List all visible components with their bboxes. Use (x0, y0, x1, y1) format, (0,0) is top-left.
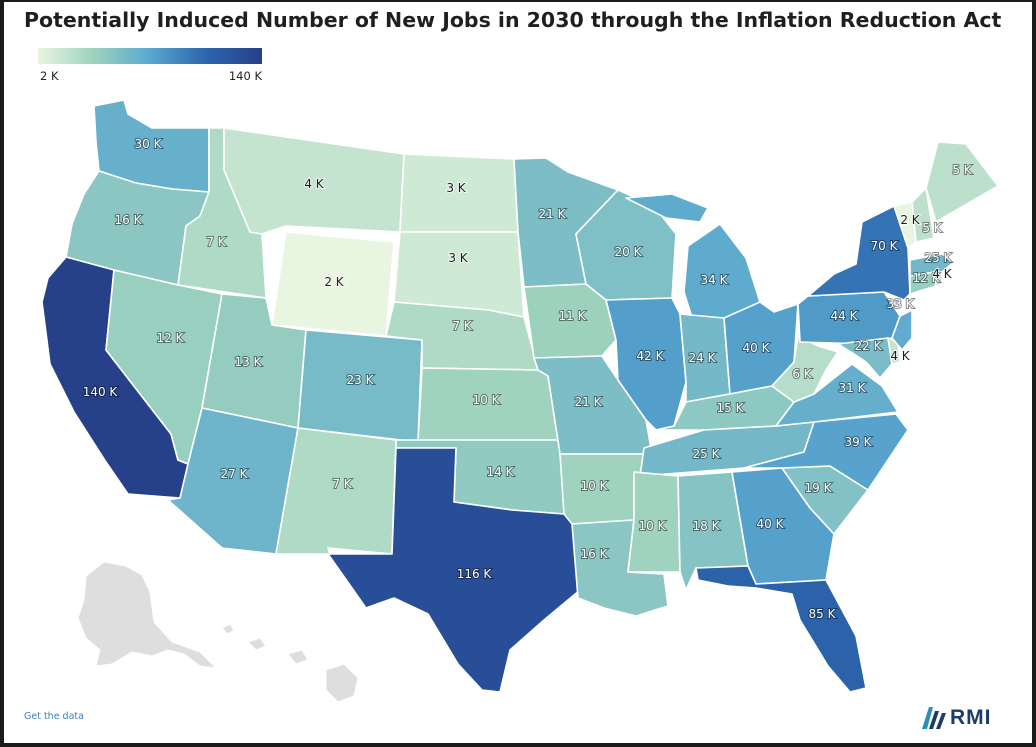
state-label-ga: 40 K (757, 517, 785, 531)
state-tx[interactable] (327, 447, 581, 693)
state-label-nd: 3 K (446, 181, 466, 195)
state-shapes (41, 99, 999, 693)
rmi-logo: RMI (922, 706, 992, 730)
rmi-logo-mark-icon (922, 707, 946, 729)
state-label-wa: 30 K (135, 137, 163, 151)
state-label-oh: 40 K (743, 341, 771, 355)
state-label-ma: 25 K (925, 251, 953, 265)
state-label-pa: 44 K (831, 309, 859, 323)
state-label-de: 4 K (890, 349, 910, 363)
alaska-shape (77, 561, 218, 669)
legend-gradient-bar (38, 48, 262, 64)
state-label-wv: 6 K (792, 367, 812, 381)
state-label-md: 22 K (855, 339, 883, 353)
state-label-ky: 15 K (717, 401, 745, 415)
state-label-tn: 25 K (693, 447, 721, 461)
state-label-nj: 33 K (887, 297, 915, 311)
state-label-ok: 14 K (487, 465, 515, 479)
get-the-data-link[interactable]: Get the data (24, 711, 84, 722)
state-label-or: 16 K (115, 213, 143, 227)
state-label-nh: 5 K (922, 221, 942, 235)
state-label-in: 24 K (689, 351, 717, 365)
state-label-mi: 34 K (701, 273, 729, 287)
state-label-il: 42 K (637, 349, 665, 363)
state-label-sd: 3 K (448, 251, 468, 265)
state-label-sc: 19 K (805, 481, 833, 495)
rmi-logo-text: RMI (950, 706, 992, 729)
state-label-id: 7 K (206, 235, 226, 249)
state-label-al: 18 K (693, 519, 721, 533)
alaska-hawaii-inset (77, 561, 359, 703)
legend-min-label: 2 K (40, 69, 59, 83)
state-label-me: 5 K (952, 163, 972, 177)
state-label-az: 27 K (221, 467, 249, 481)
legend-max-label: 140 K (228, 69, 262, 83)
state-label-nc: 39 K (845, 435, 873, 449)
state-wi[interactable] (575, 189, 677, 301)
state-label-wy: 2 K (324, 275, 344, 289)
state-label-ar: 10 K (581, 479, 609, 493)
state-label-tx: 116 K (457, 567, 493, 581)
state-me[interactable] (925, 141, 999, 223)
state-label-mn: 21 K (539, 207, 567, 221)
state-label-nm: 7 K (332, 477, 352, 491)
state-label-co: 23 K (347, 373, 375, 387)
state-label-ny: 70 K (871, 239, 899, 253)
state-label-ks: 10 K (473, 393, 501, 407)
state-ma[interactable] (909, 253, 955, 277)
state-ny[interactable] (807, 205, 911, 301)
state-fl[interactable] (695, 565, 867, 693)
state-label-ri: 4 K (932, 267, 952, 281)
state-label-ct: 12 K (913, 271, 941, 285)
hawaii-shape (221, 623, 359, 703)
state-label-ca: 140 K (83, 385, 119, 399)
state-label-vt: 2 K (900, 213, 920, 227)
state-label-ia: 11 K (559, 309, 587, 323)
color-legend: 2 K 140 K (38, 48, 262, 84)
state-nm[interactable] (275, 427, 397, 555)
state-label-va: 31 K (839, 381, 867, 395)
state-label-mo: 21 K (575, 395, 603, 409)
map-title: Potentially Induced Number of New Jobs i… (24, 8, 1002, 32)
state-nj[interactable] (891, 309, 913, 351)
state-label-la: 16 K (581, 547, 609, 561)
state-label-nv: 12 K (157, 331, 185, 345)
state-label-fl: 85 K (809, 607, 837, 621)
state-nc[interactable] (743, 413, 909, 491)
state-ms[interactable] (627, 471, 681, 573)
map-frame: Potentially Induced Number of New Jobs i… (4, 2, 1032, 743)
state-label-ut: 13 K (235, 355, 263, 369)
state-label-ms: 10 K (639, 519, 667, 533)
state-label-ne: 7 K (452, 319, 472, 333)
state-nh[interactable] (911, 187, 935, 243)
state-label-wi: 20 K (615, 245, 643, 259)
state-label-mt: 4 K (304, 177, 324, 191)
